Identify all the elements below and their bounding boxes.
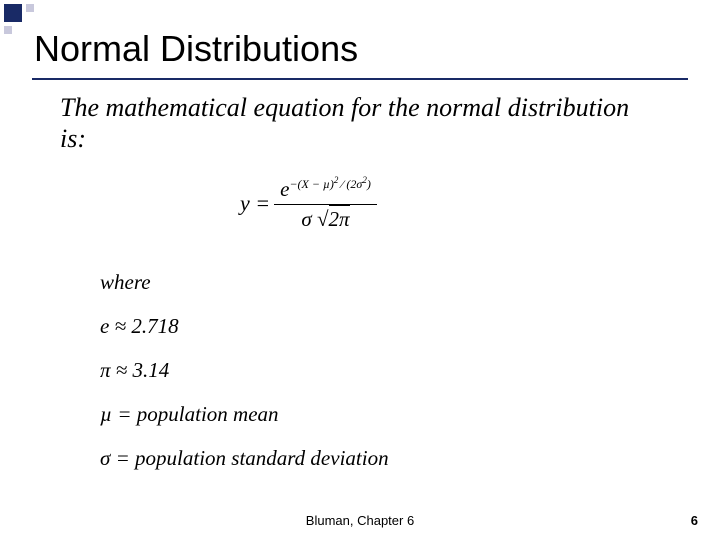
formula-lhs: y = [240,191,270,216]
corner-square-small-left [4,26,12,34]
formula-denominator: σ √2π [274,205,377,232]
def-pi: π ≈ 3.14 [100,348,389,392]
intro-text: The mathematical equation for the normal… [60,92,660,154]
corner-square-small-top [26,4,34,12]
def-e: e ≈ 2.718 [100,304,389,348]
def-mu: µ = population mean [100,392,389,436]
formula-fraction: e−(X − µ)2 ⁄ (2σ2) σ √2π [274,175,377,232]
definitions: where e ≈ 2.718 π ≈ 3.14 µ = population … [100,260,389,480]
title-underline [32,78,688,80]
def-sigma: σ = population standard deviation [100,436,389,480]
def-where: where [100,260,389,304]
page-title: Normal Distributions [34,28,358,70]
page-number: 6 [691,513,698,528]
formula-num-exp: −(X − µ)2 ⁄ (2σ2) [289,177,370,191]
corner-square-large [4,4,22,22]
formula-numerator: e−(X − µ)2 ⁄ (2σ2) [274,175,377,205]
footer-text: Bluman, Chapter 6 [0,513,720,528]
formula: y = e−(X − µ)2 ⁄ (2σ2) σ √2π [240,175,377,232]
